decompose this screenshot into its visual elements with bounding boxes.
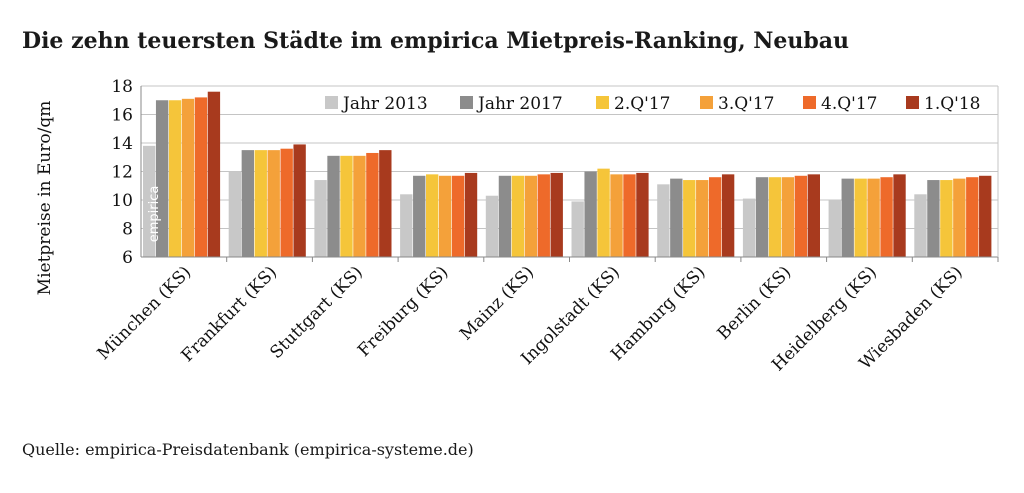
legend-label: Jahr 2013 — [341, 94, 428, 114]
bar — [400, 194, 413, 257]
bars — [143, 91, 992, 258]
bar — [181, 98, 195, 257]
legend-label: 2.Q'17 — [614, 94, 670, 114]
bar — [828, 200, 841, 257]
bar — [953, 178, 966, 258]
bar — [670, 178, 683, 258]
bar — [207, 91, 221, 257]
bar — [155, 100, 169, 257]
bar — [867, 178, 880, 258]
x-tick-label: Berlin (KS) — [714, 262, 796, 344]
legend-label: 3.Q'17 — [718, 94, 774, 114]
bar — [413, 175, 426, 257]
legend-item: Jahr 2013 — [325, 94, 428, 114]
bar — [511, 175, 525, 257]
bar — [241, 150, 254, 258]
y-axis-label: Mietpreise in Euro/qm — [35, 101, 55, 296]
bar — [781, 177, 795, 257]
y-tick-label: 8 — [122, 220, 133, 240]
bar — [657, 184, 670, 257]
bar — [366, 152, 379, 257]
bar — [451, 175, 465, 257]
bar — [498, 175, 512, 257]
y-tick-label: 18 — [111, 77, 133, 97]
watermark: empirica — [147, 186, 162, 243]
bar — [537, 174, 550, 257]
legend-swatch — [460, 96, 473, 109]
y-tick-label: 14 — [111, 134, 133, 154]
bar — [742, 198, 756, 257]
bar — [841, 178, 854, 258]
bar — [927, 180, 940, 257]
bar — [379, 150, 392, 258]
bar — [524, 175, 537, 257]
legend-swatch — [325, 96, 338, 109]
bar — [485, 195, 499, 257]
bar — [880, 177, 893, 257]
bar — [914, 194, 927, 257]
bar — [550, 172, 563, 257]
legend-swatch — [803, 96, 816, 109]
bar — [597, 168, 610, 257]
bar — [610, 174, 623, 257]
x-tick-label: Freiburg (KS) — [354, 262, 452, 360]
x-tick-label: Stuttgart (KS) — [266, 262, 366, 362]
bar — [696, 180, 709, 257]
legend-item: 3.Q'17 — [700, 94, 774, 114]
bar — [464, 172, 478, 257]
bar — [854, 178, 867, 258]
bar — [966, 177, 979, 257]
bar — [709, 177, 722, 257]
bar — [327, 155, 340, 257]
bar — [353, 155, 366, 257]
bar — [254, 150, 267, 258]
legend-label: Jahr 2017 — [476, 94, 563, 114]
bar — [584, 171, 597, 257]
x-tick-label: Mainz (KS) — [456, 262, 538, 344]
bar — [979, 175, 992, 257]
y-tick-label: 12 — [111, 163, 133, 183]
bar — [571, 201, 584, 257]
y-tick-label: 16 — [111, 106, 133, 126]
legend-swatch — [596, 96, 609, 109]
bar — [280, 148, 293, 257]
legend-item: 2.Q'17 — [596, 94, 670, 114]
bar — [314, 180, 327, 257]
bar — [683, 180, 696, 257]
bar — [267, 150, 280, 258]
legend-item: 4.Q'17 — [803, 94, 877, 114]
legend-label: 4.Q'17 — [821, 94, 877, 114]
bar — [623, 174, 636, 257]
bar — [293, 144, 306, 257]
bar — [228, 171, 242, 257]
bar — [194, 97, 208, 258]
bar — [893, 174, 906, 257]
bar — [807, 174, 820, 257]
legend-item: 1.Q'18 — [906, 94, 980, 114]
bar — [794, 175, 808, 257]
bar — [143, 145, 156, 257]
bar — [721, 174, 735, 257]
chart-title: Die zehn teuersten Städte im empirica Mi… — [22, 28, 850, 54]
bar — [438, 175, 452, 257]
bar — [940, 180, 953, 257]
legend: Jahr 2013 Jahr 2017 2.Q'17 3.Q'17 4.Q'17 1.Q'… — [325, 94, 980, 114]
bar — [755, 177, 769, 257]
y-tick-label: 10 — [111, 191, 133, 211]
bar — [168, 100, 182, 257]
legend-label: 1.Q'18 — [924, 94, 980, 114]
legend-swatch — [700, 96, 713, 109]
bar — [426, 174, 439, 257]
y-tick-label: 6 — [122, 248, 133, 268]
bar — [768, 177, 782, 257]
source-note: Quelle: empirica-Preisdatenbank (empiric… — [22, 440, 474, 459]
bar — [340, 155, 353, 257]
legend-item: Jahr 2017 — [460, 94, 563, 114]
bar — [636, 172, 649, 257]
legend-swatch — [906, 96, 919, 109]
